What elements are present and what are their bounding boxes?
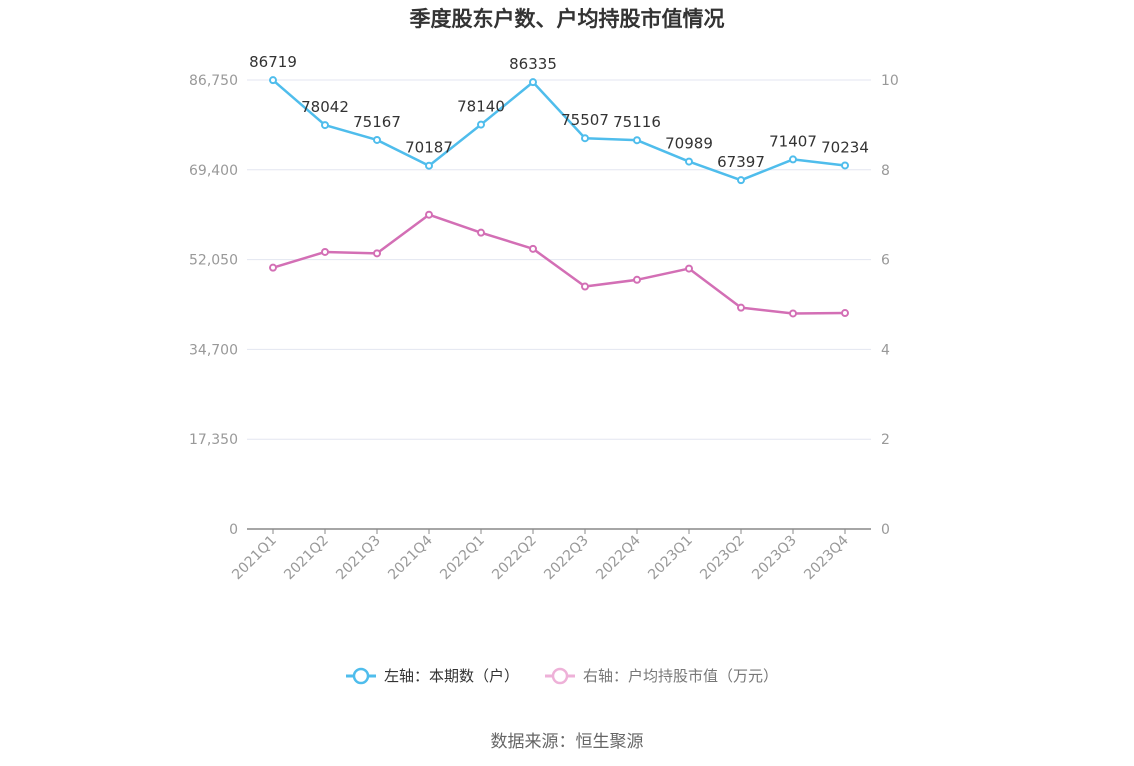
x-tick-label: 2022Q2 [489, 533, 540, 584]
data-label: 67397 [717, 153, 765, 171]
legend-label: 右轴：户均持股市值（万元） [583, 667, 778, 685]
y-right-tick-label: 6 [881, 253, 890, 269]
x-tick-label: 2021Q3 [333, 533, 384, 584]
data-label: 75507 [561, 111, 609, 129]
x-tick-label: 2022Q1 [437, 533, 488, 584]
legend-label: 左轴：本期数（户） [384, 667, 519, 685]
x-tick-label: 2023Q4 [801, 532, 852, 583]
x-tick-label: 2022Q3 [541, 533, 592, 584]
source-note: 数据来源：恒生聚源 [491, 732, 644, 752]
data-point[interactable] [633, 136, 641, 145]
y-left-tick-label: 17,350 [189, 432, 238, 448]
legend-marker [352, 667, 370, 685]
chart-title: 季度股东户数、户均持股市值情况 [410, 7, 725, 31]
data-label: 78042 [301, 98, 349, 116]
y-axis-left: 0 17,350 34,700 52,050 69,400 86,750 [189, 73, 238, 538]
data-point[interactable] [321, 121, 329, 130]
y-right-tick-label: 8 [881, 163, 890, 179]
data-point[interactable] [789, 309, 797, 318]
data-label: 86335 [509, 55, 557, 73]
legend-marker [551, 667, 569, 685]
legend-item-0[interactable]: 左轴：本期数（户） [346, 667, 519, 685]
data-point[interactable] [373, 135, 381, 144]
y-right-tick-label: 0 [881, 522, 890, 538]
data-point[interactable] [581, 282, 589, 291]
y-right-tick-label: 4 [881, 342, 890, 358]
data-point[interactable] [529, 244, 537, 253]
y-left-tick-label: 0 [229, 522, 238, 538]
data-point[interactable] [581, 134, 589, 143]
data-label: 70187 [405, 139, 453, 157]
x-tick-label: 2022Q4 [593, 532, 644, 583]
data-point[interactable] [685, 264, 693, 273]
x-tick-label: 2021Q4 [385, 532, 436, 583]
series-line-0 [272, 79, 846, 182]
data-point[interactable] [737, 176, 745, 185]
y-right-tick-label: 2 [881, 432, 890, 448]
data-label: 78140 [457, 98, 505, 116]
y-left-tick-label: 52,050 [189, 253, 238, 269]
data-point[interactable] [477, 120, 485, 129]
data-point[interactable] [269, 263, 277, 272]
y-left-tick-label: 34,700 [189, 342, 238, 358]
y-axis-right: 0 2 4 6 8 10 [881, 73, 899, 538]
data-label: 86719 [249, 53, 297, 71]
data-point[interactable] [321, 247, 329, 256]
y-right-tick-label: 10 [881, 73, 899, 89]
data-point[interactable] [685, 157, 693, 166]
x-axis: 2021Q1 2021Q2 2021Q3 2021Q4 2022Q1 2022Q2 2022… [229, 528, 871, 584]
data-label: 70989 [665, 135, 713, 153]
data-label: 75116 [613, 113, 661, 131]
series-line-1 [272, 213, 846, 315]
data-label: 75167 [353, 113, 401, 131]
data-point[interactable] [737, 303, 745, 312]
data-point[interactable] [633, 275, 641, 284]
data-point[interactable] [529, 78, 537, 87]
data-point[interactable] [269, 76, 277, 85]
x-tick-label: 2023Q3 [749, 533, 800, 584]
data-point[interactable] [373, 249, 381, 258]
data-point[interactable] [841, 309, 849, 318]
data-point[interactable] [477, 228, 485, 237]
data-point[interactable] [425, 210, 433, 219]
x-tick-label: 2023Q1 [645, 533, 696, 584]
y-left-tick-label: 69,400 [189, 163, 238, 179]
legend[interactable]: 左轴：本期数（户） 右轴：户均持股市值（万元） [346, 667, 778, 685]
x-tick-label: 2021Q2 [281, 533, 332, 584]
data-label: 71407 [769, 132, 817, 150]
data-label: 70234 [821, 138, 869, 156]
y-left-tick-label: 86,750 [189, 73, 238, 89]
data-point[interactable] [425, 161, 433, 170]
legend-item-1[interactable]: 右轴：户均持股市值（万元） [545, 667, 778, 685]
data-point[interactable] [841, 161, 849, 170]
data-point[interactable] [789, 155, 797, 164]
x-tick-label: 2023Q2 [697, 533, 748, 584]
x-tick-label: 2021Q1 [229, 533, 280, 584]
